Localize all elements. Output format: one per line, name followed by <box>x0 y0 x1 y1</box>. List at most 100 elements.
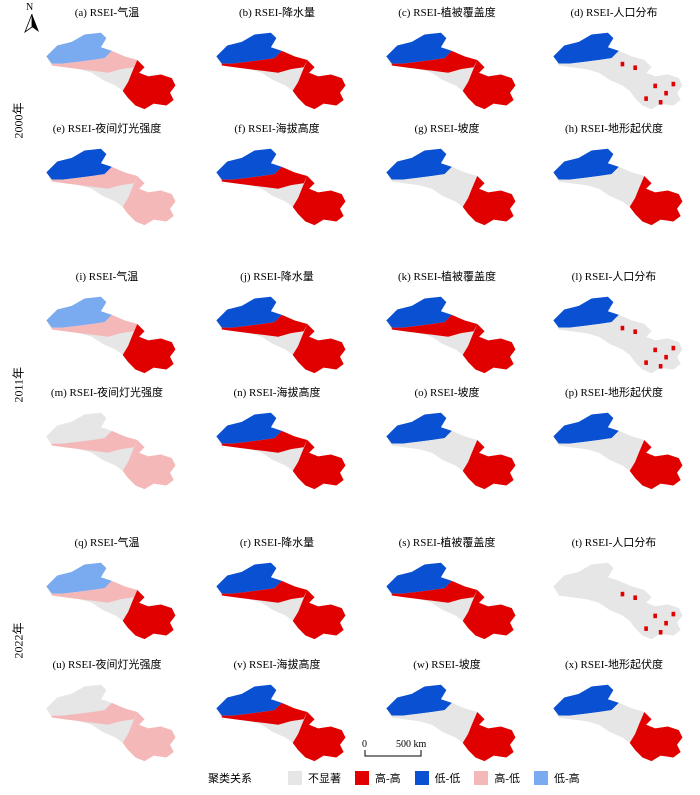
panel-title-d: (d) RSEI-人口分布 <box>570 7 658 19</box>
legend-swatch <box>474 771 489 785</box>
map-region-corridor <box>51 702 138 725</box>
map-region-east <box>122 590 176 640</box>
map-region-corridor <box>51 430 138 453</box>
map-region-east <box>462 440 516 490</box>
map-cluster-patch <box>671 345 676 351</box>
legend-item-high-high: 高-高 <box>355 770 401 786</box>
map-region-corridor <box>558 314 645 337</box>
map-cluster-patch <box>658 100 663 105</box>
map-region-corridor <box>558 580 645 603</box>
map-cluster-patch <box>658 364 663 369</box>
map-region-corridor <box>51 50 138 73</box>
north-arrow: N <box>22 2 42 36</box>
cluster-map-u <box>46 684 176 762</box>
panel-title-g: (g) RSEI-坡度 <box>414 123 480 135</box>
legend-item-low-low: 低-低 <box>414 770 461 786</box>
legend-label: 高-低 <box>494 773 521 785</box>
legend-swatch <box>414 771 429 785</box>
map-region-corridor <box>558 702 645 725</box>
map-region-corridor <box>391 702 478 725</box>
map-cluster-patch <box>620 591 625 597</box>
map-region-west <box>386 412 452 444</box>
panel-title-s: (s) RSEI-植被覆盖度 <box>398 537 496 549</box>
cluster-map-n <box>216 412 346 490</box>
map-cluster-patch <box>664 620 668 626</box>
panel-title-x: (x) RSEI-地形起伏度 <box>564 659 664 671</box>
map-region-west <box>46 412 112 444</box>
map-cluster-patch <box>644 360 648 365</box>
map-region-corridor <box>391 580 478 603</box>
map-region-east <box>122 176 176 226</box>
cluster-map-v <box>216 684 346 762</box>
map-region-west <box>553 562 619 594</box>
map-cluster-patch <box>633 595 637 600</box>
map-region-east <box>462 712 516 762</box>
legend-label: 高-高 <box>375 773 401 785</box>
map-region-corridor <box>221 50 308 73</box>
map-region-corridor <box>391 50 478 73</box>
panel-title-f: (f) RSEI-海拔高度 <box>234 123 320 135</box>
map-cluster-patch <box>664 90 668 96</box>
map-region-corridor <box>391 314 478 337</box>
map-region-west <box>216 296 282 328</box>
legend-swatch <box>288 771 302 785</box>
north-label: N <box>26 2 34 13</box>
map-cluster-patch <box>633 65 637 70</box>
map-cluster-patch <box>633 329 637 334</box>
map-region-west <box>386 32 452 64</box>
map-region-corridor <box>51 166 138 189</box>
map-region-west <box>553 148 619 180</box>
map-region-west <box>553 32 619 64</box>
cluster-map-i <box>46 296 176 374</box>
map-region-west <box>386 562 452 594</box>
map-region-corridor <box>558 430 645 453</box>
map-region-east <box>292 440 346 490</box>
cluster-map-h <box>553 148 683 226</box>
cluster-map-j <box>216 296 346 374</box>
legend: 聚类关系 不显著 高-高 低-低 高-低 低-高 <box>208 768 594 788</box>
map-cluster-patch <box>658 630 663 635</box>
cluster-map-c <box>386 32 516 110</box>
map-cluster-patch <box>671 81 676 87</box>
map-region-corridor <box>391 166 478 189</box>
legend-label: 不显著 <box>308 773 341 785</box>
map-region-east <box>462 60 516 110</box>
map-region-east <box>462 176 516 226</box>
map-region-corridor <box>51 580 138 603</box>
map-region-east <box>292 590 346 640</box>
map-region-corridor <box>221 702 308 725</box>
cluster-map-p <box>553 412 683 490</box>
map-region-west <box>46 32 112 64</box>
panel-title-h: (h) RSEI-地形起伏度 <box>564 123 664 135</box>
map-cluster-patch <box>644 96 648 101</box>
map-region-east <box>292 176 346 226</box>
map-region-corridor <box>558 166 645 189</box>
map-region-east <box>122 712 176 762</box>
panel-title-c: (c) RSEI-植被覆盖度 <box>398 7 496 19</box>
map-region-east <box>629 440 683 490</box>
cluster-map-t <box>553 562 683 640</box>
cluster-map-m <box>46 412 176 490</box>
map-region-west <box>216 148 282 180</box>
cluster-map-x <box>553 684 683 762</box>
map-region-corridor <box>51 314 138 337</box>
map-region-west <box>216 562 282 594</box>
legend-label: 低-低 <box>434 773 461 785</box>
cluster-map-b <box>216 32 346 110</box>
cluster-map-f <box>216 148 346 226</box>
map-cluster-patch <box>620 325 625 331</box>
cluster-map-r <box>216 562 346 640</box>
legend-item-not-significant: 不显著 <box>288 770 341 786</box>
map-region-corridor <box>221 166 308 189</box>
map-region-east <box>462 324 516 374</box>
map-region-west <box>553 412 619 444</box>
map-region-east <box>122 60 176 110</box>
map-region-east <box>292 60 346 110</box>
cluster-map-g <box>386 148 516 226</box>
map-region-west <box>46 296 112 328</box>
panel-title-w: (w) RSEI-坡度 <box>413 659 481 671</box>
map-region-west <box>216 684 282 716</box>
year-label-2022: 2022年 <box>11 622 26 659</box>
legend-swatch <box>534 771 549 785</box>
map-region-corridor <box>221 314 308 337</box>
